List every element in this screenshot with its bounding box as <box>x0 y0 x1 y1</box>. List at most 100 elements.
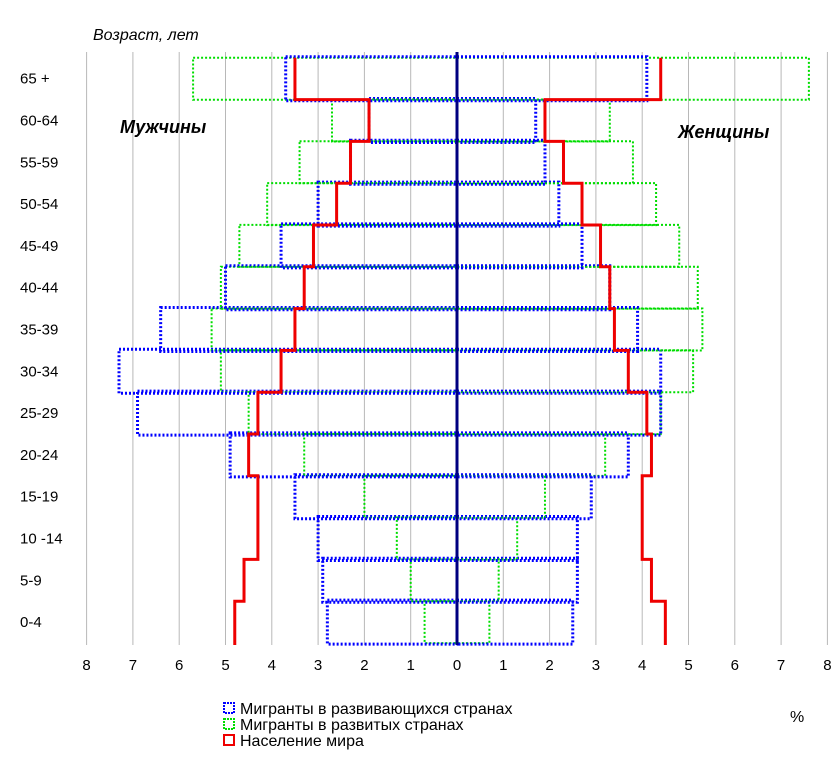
y-tick-labels: 0-4 5-9 10 -14 15-19 20-24 25-29 30-34 35-39 40-… <box>20 71 63 631</box>
y-tick-label: 25-29 <box>20 405 58 422</box>
x-tick-label: 8 <box>82 657 90 674</box>
bar-developing-male <box>136 389 459 437</box>
y-tick-label: 0-4 <box>20 614 42 631</box>
bar-developing-female <box>455 55 649 103</box>
y-tick-label: 55-59 <box>20 154 58 171</box>
legend-swatch <box>223 702 235 714</box>
x-tick-label: 8 <box>823 657 831 674</box>
unit-label: % <box>790 709 804 726</box>
y-tick-label: 30-34 <box>20 363 58 380</box>
bar-developing-male <box>349 138 459 186</box>
x-tick-label: 2 <box>545 657 553 674</box>
bar-developing-female <box>455 515 579 562</box>
bar-developed-female <box>456 140 634 185</box>
bar-developing-male <box>279 222 459 270</box>
bar-developed-female <box>456 558 500 603</box>
x-tick-label: 7 <box>129 657 137 674</box>
bar-developing-male <box>293 473 459 521</box>
bar-developing-male <box>228 431 459 479</box>
x-tick-label: 2 <box>360 657 368 674</box>
y-tick-label: 5-9 <box>20 572 42 589</box>
bar-developed-female <box>456 182 658 227</box>
legend-swatch <box>223 718 235 730</box>
x-tick-label: 5 <box>221 657 229 674</box>
legend-label: Население мира <box>240 733 364 750</box>
bar-developing-female <box>455 264 612 312</box>
bar-developed-male <box>423 600 458 645</box>
bar-developing-male <box>321 556 459 604</box>
bar-developing-male <box>159 306 459 353</box>
bar-developing-female <box>455 138 547 186</box>
bar-developing-female <box>455 556 579 604</box>
bar-developed-male <box>298 140 458 185</box>
bar-developed-female <box>456 349 695 394</box>
male-label: Мужчины <box>120 117 207 137</box>
legend-swatch <box>223 734 235 746</box>
x-tick-label: 3 <box>592 657 600 674</box>
bar-developed-male <box>219 349 458 394</box>
y-tick-label: 10 -14 <box>20 531 63 548</box>
bar-developed-female <box>456 600 491 645</box>
x-tick-label: 6 <box>175 657 183 674</box>
y-tick-label: 50-54 <box>20 196 58 213</box>
bar-developing-female <box>455 306 640 353</box>
bar-developing-male <box>325 598 459 646</box>
y-tick-label: 35-39 <box>20 322 58 339</box>
bar-developed-female <box>456 307 704 352</box>
bar-developing-male <box>224 264 459 312</box>
bar-developed-female <box>456 265 699 310</box>
x-tick-label: 6 <box>731 657 739 674</box>
bar-developed-male <box>210 307 458 352</box>
bar-developing-female <box>455 431 630 479</box>
legend-label: Мигранты в развивающихся странах <box>240 701 512 718</box>
bar-developed-male <box>247 391 458 436</box>
bar-developing-female <box>455 389 663 437</box>
y-tick-label: 45-49 <box>20 238 58 255</box>
bar-developing-female <box>455 222 584 270</box>
x-tick-label: 1 <box>499 657 507 674</box>
bar-developed-female <box>456 98 611 143</box>
y-tick-label: 60-64 <box>20 113 58 130</box>
bar-developed-male <box>192 56 458 101</box>
legend-label: Мигранты в развитых странах <box>240 717 463 734</box>
bar-developing-female <box>455 97 538 144</box>
y-tick-label: 65 + <box>20 71 50 88</box>
bar-developed-male <box>219 265 458 310</box>
bar-developed-female <box>456 516 519 561</box>
x-tick-label: 1 <box>407 657 415 674</box>
bar-developed-male <box>409 558 459 603</box>
bar-developed-male <box>395 516 458 561</box>
y-tick-label: 20-24 <box>20 447 58 464</box>
y-tick-label: 40-44 <box>20 280 58 297</box>
bar-developing-male <box>316 515 459 562</box>
bar-developing-female <box>455 473 593 521</box>
bar-developing-female <box>455 347 663 395</box>
bar-developed-male <box>266 182 459 227</box>
bar-developed-male <box>303 432 458 477</box>
x-tick-labels: 8 7 6 5 4 3 2 1 0 1 2 3 4 5 6 7 8 <box>82 657 831 674</box>
y-axis-title: Возраст, лет <box>93 27 199 44</box>
x-tick-label: 0 <box>453 657 461 674</box>
bar-developing-male <box>117 347 459 395</box>
x-tick-label: 4 <box>268 657 276 674</box>
bar-developed-male <box>330 98 458 143</box>
female-label: Женщины <box>677 122 770 142</box>
bar-developing-male <box>284 55 459 103</box>
bar-developing-female <box>455 180 561 228</box>
y-tick-label: 15-19 <box>20 489 58 506</box>
bar-developed-female <box>456 432 607 477</box>
bar-developed-female <box>456 474 546 519</box>
x-tick-label: 5 <box>684 657 692 674</box>
bar-developing-male <box>367 97 459 144</box>
bar-developed-female <box>456 56 810 101</box>
bar-developed-female <box>456 391 662 436</box>
bars <box>117 52 810 646</box>
x-tick-label: 7 <box>777 657 785 674</box>
world-population-male <box>233 57 371 645</box>
bar-developed-female <box>456 223 681 268</box>
world-population-female <box>543 57 667 645</box>
x-tick-label: 4 <box>638 657 646 674</box>
legend: Мигранты в развивающихся странахМигранты… <box>223 701 512 750</box>
bar-developing-male <box>316 180 459 228</box>
